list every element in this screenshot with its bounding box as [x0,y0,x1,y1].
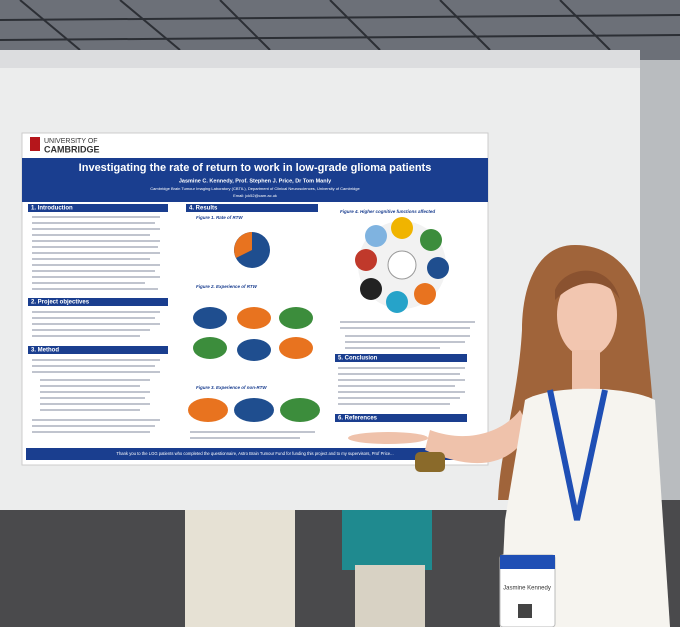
section-bar [335,354,467,362]
quote-bubbles [193,307,313,361]
affiliation: Cambridge Brain Tumour Imaging Laborator… [150,186,360,191]
presenter: Jasmine Kennedy [348,245,670,628]
body-text [32,216,160,290]
figure-caption: Figure 3. Experience of non-RTW [196,385,267,390]
wheel-diagram [355,217,449,313]
footer-band [26,448,484,460]
person-top [342,510,432,570]
section-heading: 4. Results [189,206,218,212]
title-band [22,158,488,202]
person-legs [355,565,425,627]
trusses [0,0,680,51]
footer-text: Thank you to the LGG patients who comple… [116,451,393,456]
badge-name: Jasmine Kennedy [503,586,551,592]
email: Email: jck52@cam.ac.uk [233,193,277,198]
section-bar [186,204,318,212]
body-text [340,321,475,349]
section-heading: 1. Introduction [31,206,73,212]
section-bar [28,204,168,212]
person-legs [185,510,295,627]
body-text [338,367,465,405]
logo-text: CAMBRIDGE [44,144,100,154]
section-bar [28,346,168,354]
logo-shield [30,137,40,151]
section-bar [28,298,168,306]
pie-slice [234,232,252,258]
body-text [190,431,315,439]
figure-caption: Figure 1. Rate of RTW [196,215,243,220]
section-heading: 2. Project objectives [31,300,90,306]
section-heading: 6. References [338,416,378,422]
body-text [32,311,160,337]
authors: Jasmine C. Kennedy, Prof. Stephen J. Pri… [179,178,332,184]
poster-title: Investigating the rate of return to work… [79,162,432,174]
section-bar [335,414,467,422]
figure-caption: Figure 4. Higher cognitive functions aff… [340,209,435,214]
body-text [32,359,160,433]
figure-caption: Figure 2. Experience of RTW [196,284,258,289]
section-heading: 5. Conclusion [338,356,378,362]
board-top [0,50,640,68]
section-heading: 3. Method [31,348,59,354]
logo-text: UNIVERSITY OF [44,138,98,145]
quote-bubbles [188,398,320,422]
